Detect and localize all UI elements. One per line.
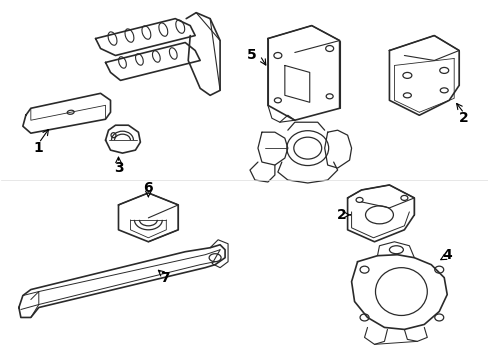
Text: 2: 2 (336, 208, 346, 222)
Text: 3: 3 (113, 161, 123, 175)
Text: 4: 4 (442, 248, 451, 262)
Text: 1: 1 (34, 141, 43, 155)
Text: 5: 5 (246, 49, 256, 63)
Text: 2: 2 (458, 111, 468, 125)
Text: 6: 6 (143, 181, 153, 195)
Text: 7: 7 (160, 271, 170, 285)
